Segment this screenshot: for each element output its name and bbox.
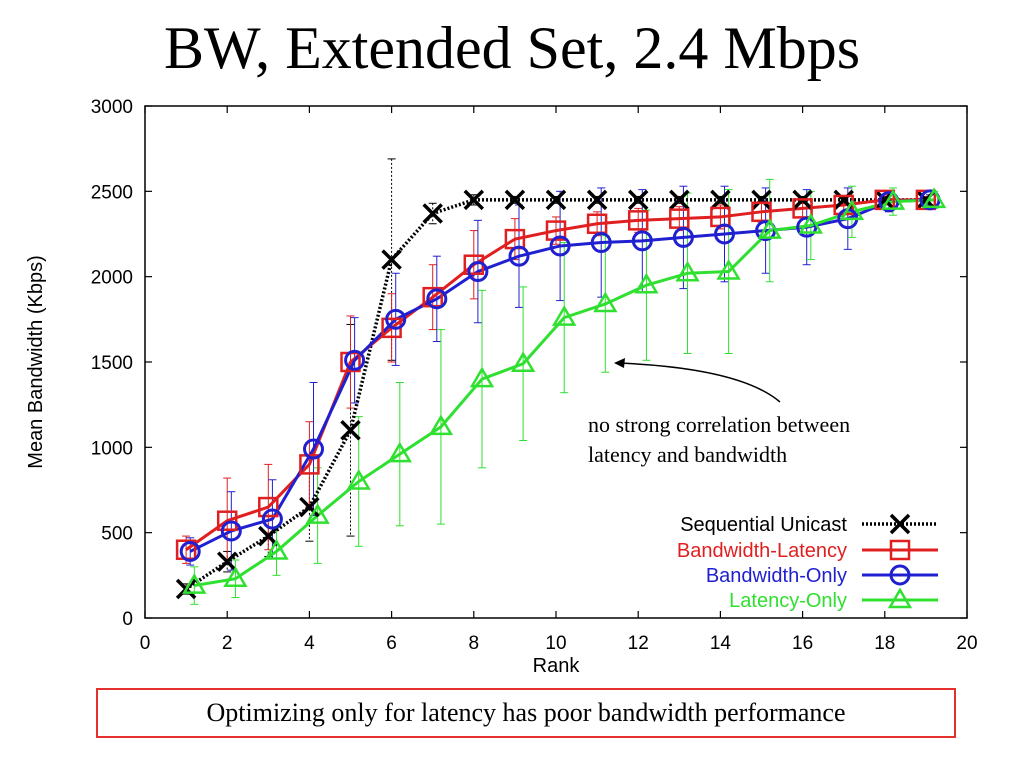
marker-triangle (223, 566, 248, 587)
marker-x (545, 189, 567, 211)
x-tick-label: 14 (710, 633, 732, 654)
x-tick-label: 12 (628, 633, 649, 654)
y-tick-label: 3000 (91, 97, 133, 118)
x-tick-label: 8 (469, 633, 480, 654)
y-tick-label: 500 (101, 524, 133, 545)
marker-square (669, 208, 690, 229)
marker-triangle (887, 587, 913, 609)
marker-x (422, 203, 443, 224)
marker-x (258, 525, 279, 547)
marker-triangle (346, 469, 371, 490)
annotation-line-1: no strong correlation between (588, 412, 851, 437)
marker-circle (549, 235, 571, 257)
marker-triangle (921, 187, 947, 209)
marker-triangle (387, 441, 413, 463)
marker-x (586, 189, 608, 211)
marker-square (586, 213, 608, 235)
y-tick-label: 1500 (91, 353, 133, 374)
legend-label: Sequential Unicast (680, 514, 847, 536)
marker-square (258, 496, 279, 518)
marker-triangle (839, 199, 865, 221)
annotation-text: no strong correlation between latency an… (588, 410, 948, 469)
conclusion-text: Optimizing only for latency has poor ban… (206, 698, 846, 727)
marker-x (627, 189, 649, 211)
annotation-line-2: latency and bandwidth (588, 441, 788, 467)
marker-triangle (264, 538, 289, 560)
marker-triangle (798, 213, 824, 234)
x-tick-label: 16 (792, 633, 813, 654)
marker-circle (631, 230, 653, 252)
marker-x (751, 189, 772, 211)
y-tick-label: 2500 (91, 182, 133, 203)
x-tick-label: 20 (956, 633, 977, 654)
marker-triangle (675, 260, 700, 282)
y-axis-label: Mean Bandwidth (Kbps) (25, 255, 47, 468)
marker-x (340, 420, 361, 441)
marker-circle (385, 308, 407, 330)
marker-triangle (428, 414, 454, 436)
marker-triangle (880, 189, 906, 210)
marker-circle (426, 288, 448, 310)
error-bars (182, 158, 939, 605)
marker-circle (303, 438, 325, 460)
x-axis-label: Rank (533, 655, 581, 677)
marker-triangle (469, 366, 495, 388)
legend-label: Latency-Only (729, 590, 847, 612)
marker-x (504, 189, 526, 211)
x-tick-label: 18 (874, 633, 895, 654)
marker-circle (672, 226, 694, 248)
marker-square (751, 201, 772, 223)
annotation-arrowhead (614, 358, 625, 368)
x-tick-label: 2 (222, 633, 233, 654)
y-tick-label: 2000 (91, 268, 133, 289)
legend-label: Bandwidth-Only (706, 565, 847, 587)
marker-circle (889, 564, 911, 586)
marker-circle (179, 540, 201, 562)
marker-x (381, 249, 402, 270)
marker-circle (508, 245, 530, 267)
marker-circle (261, 508, 283, 530)
marker-circle (714, 223, 736, 245)
x-tick-label: 6 (386, 633, 397, 654)
y-tick-label: 0 (122, 609, 133, 630)
marker-x (299, 496, 320, 518)
x-tick-label: 10 (545, 633, 566, 654)
x-tick-label: 4 (304, 633, 315, 654)
marker-triangle (716, 259, 741, 280)
marker-square (792, 198, 813, 219)
marker-circle (590, 232, 612, 254)
x-tick-label: 0 (140, 633, 151, 654)
conclusion-box: Optimizing only for latency has poor ban… (96, 688, 956, 738)
annotation-arrow (617, 362, 781, 403)
marker-triangle (634, 272, 659, 294)
marker-square (627, 210, 649, 231)
marker-triangle (182, 573, 207, 594)
marker-square (216, 510, 238, 531)
legend: Sequential Unicast Bandwidth-Latency Bandw… (677, 513, 938, 612)
marker-circle (467, 261, 489, 283)
y-tick-label: 1000 (91, 438, 133, 459)
marker-square (889, 539, 911, 561)
marker-x (889, 513, 911, 535)
marker-x (216, 551, 238, 572)
marker-triangle (552, 305, 577, 326)
marker-circle (220, 520, 242, 542)
legend-label: Bandwidth-Latency (677, 540, 847, 562)
marker-triangle (593, 291, 618, 313)
marker-triangle (510, 351, 536, 372)
marker-circle (796, 216, 818, 238)
axes: 0 2 4 6 8 10 12 14 16 18 20 0 500 1000 1500 2000 2500 300… (91, 97, 978, 654)
marker-triangle (305, 503, 330, 524)
series-line-1 (185, 198, 926, 551)
slide-title: BW, Extended Set, 2.4 Mbps (163, 15, 861, 81)
marker-triangle (757, 218, 782, 239)
series-markers (175, 187, 947, 600)
marker-circle (344, 349, 366, 371)
marker-x (710, 189, 731, 211)
marker-x (833, 189, 854, 211)
marker-x (669, 189, 690, 211)
marker-x (463, 189, 485, 211)
